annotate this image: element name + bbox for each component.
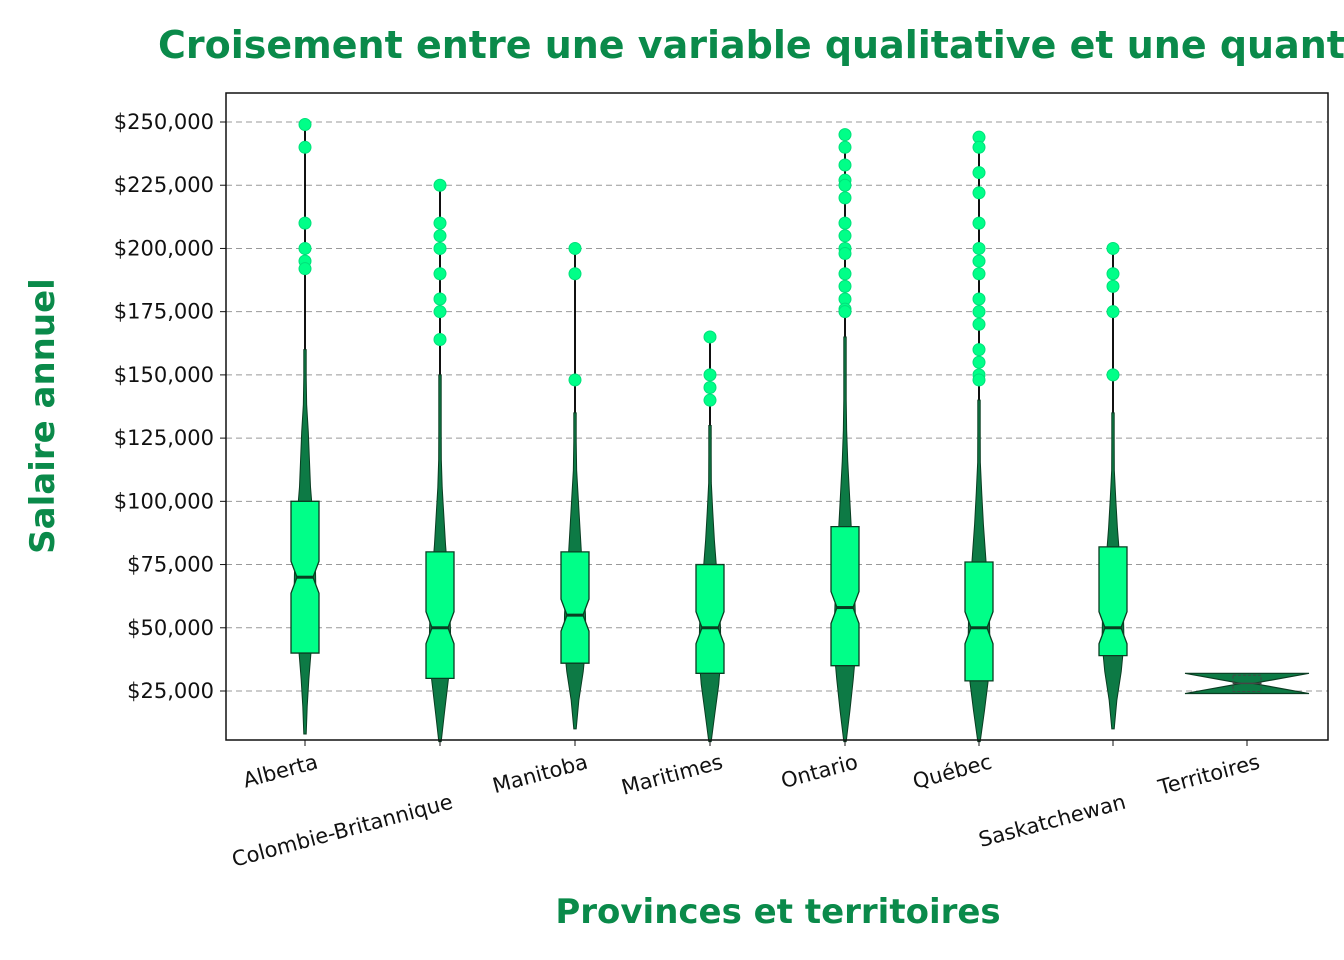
outliers bbox=[298, 118, 1120, 407]
outlier-point bbox=[568, 267, 582, 281]
y-tick-label: $75,000 bbox=[127, 553, 214, 577]
x-tick-label: Ontario bbox=[778, 750, 860, 793]
outlier-point bbox=[1106, 279, 1120, 293]
outlier-point bbox=[298, 262, 312, 276]
grid-lines bbox=[226, 121, 1328, 692]
y-tick-label: $225,000 bbox=[114, 173, 214, 197]
outlier-point bbox=[972, 254, 986, 268]
box-5 bbox=[830, 525, 860, 667]
outlier-point bbox=[433, 292, 447, 306]
outlier-point bbox=[972, 343, 986, 357]
outlier-point bbox=[838, 279, 852, 293]
outlier-point bbox=[703, 330, 717, 344]
outlier-point bbox=[838, 305, 852, 319]
outlier-point bbox=[972, 186, 986, 200]
outlier-point bbox=[568, 373, 582, 387]
x-tick-label: Maritimes bbox=[619, 750, 726, 800]
outlier-point bbox=[1106, 305, 1120, 319]
outlier-point bbox=[433, 332, 447, 346]
x-tick-label: Territoires bbox=[1155, 750, 1263, 800]
plot-area-frame bbox=[225, 92, 1329, 741]
outlier-point bbox=[972, 166, 986, 180]
outlier-point bbox=[838, 247, 852, 261]
x-tick-label: Manitoba bbox=[490, 750, 590, 798]
outlier-point bbox=[838, 216, 852, 230]
outlier-point bbox=[972, 305, 986, 319]
outlier-point bbox=[972, 292, 986, 306]
y-tick-labels: $25,000 $50,000 $75,000 $100,000 $125,000 $15… bbox=[114, 110, 226, 703]
y-tick-label: $250,000 bbox=[114, 110, 214, 134]
outlier-point bbox=[1106, 267, 1120, 281]
outlier-point bbox=[838, 267, 852, 281]
outlier-point bbox=[972, 216, 986, 230]
outlier-point bbox=[972, 241, 986, 255]
outlier-point bbox=[972, 355, 986, 369]
outlier-point bbox=[433, 267, 447, 281]
box-4 bbox=[695, 563, 725, 674]
y-tick-label: $150,000 bbox=[114, 363, 214, 387]
x-axis-label: Provinces et territoires bbox=[555, 892, 1000, 932]
x-tick-label: Québec bbox=[910, 750, 994, 794]
y-axis-label: Salaire annuel bbox=[23, 278, 63, 554]
outlier-point bbox=[568, 241, 582, 255]
outlier-point bbox=[838, 178, 852, 192]
outlier-point bbox=[972, 373, 986, 387]
outlier-point bbox=[433, 178, 447, 192]
y-tick-label: $125,000 bbox=[114, 426, 214, 450]
box-7 bbox=[1098, 546, 1128, 657]
outlier-point bbox=[433, 229, 447, 243]
box-2 bbox=[425, 551, 455, 680]
outlier-point bbox=[1106, 368, 1120, 382]
x-tick-label: Colombie-Britannique bbox=[229, 790, 455, 872]
outlier-point bbox=[703, 393, 717, 407]
y-tick-label: $50,000 bbox=[127, 616, 214, 640]
outlier-point bbox=[298, 216, 312, 230]
boxes bbox=[290, 500, 1262, 693]
y-tick-label: $200,000 bbox=[114, 236, 214, 260]
outlier-point bbox=[298, 118, 312, 132]
outlier-point bbox=[298, 140, 312, 154]
outlier-point bbox=[972, 317, 986, 331]
outlier-point bbox=[433, 305, 447, 319]
outlier-point bbox=[433, 241, 447, 255]
outlier-point bbox=[838, 140, 852, 154]
box-6 bbox=[964, 561, 994, 682]
x-tick-label: Alberta bbox=[240, 750, 320, 793]
outlier-point bbox=[703, 368, 717, 382]
outlier-point bbox=[703, 381, 717, 395]
y-tick-label: $100,000 bbox=[114, 489, 214, 513]
outlier-point bbox=[433, 216, 447, 230]
outlier-point bbox=[838, 229, 852, 243]
x-tick-label: Saskatchewan bbox=[976, 790, 1128, 852]
outlier-point bbox=[298, 241, 312, 255]
box-3 bbox=[560, 551, 590, 664]
y-tick-label: $25,000 bbox=[127, 679, 214, 703]
outlier-point bbox=[838, 191, 852, 205]
outlier-point bbox=[838, 158, 852, 172]
chart-title: Croisement entre une variable qualitativ… bbox=[158, 23, 1344, 67]
outlier-point bbox=[972, 267, 986, 281]
outlier-point bbox=[972, 140, 986, 154]
outlier-point bbox=[1106, 241, 1120, 255]
outlier-point bbox=[838, 128, 852, 142]
y-tick-label: $175,000 bbox=[114, 300, 214, 324]
